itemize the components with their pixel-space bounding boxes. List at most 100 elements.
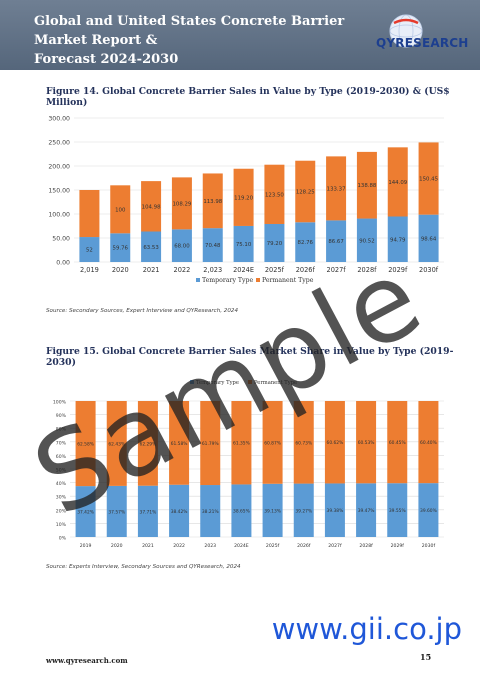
y-tick-label: 0.00 — [56, 260, 70, 267]
y-tick-label: 60% — [56, 454, 67, 460]
data-label: 61.79% — [202, 441, 219, 447]
bar-temporary — [326, 220, 347, 262]
bar-temporary — [79, 237, 100, 262]
x-tick-label: 2027f — [327, 266, 347, 274]
x-tick-label: 2020 — [112, 266, 129, 274]
data-label: 59.76 — [113, 246, 129, 252]
x-tick-label: 2022 — [173, 543, 185, 549]
y-tick-label: 80% — [56, 427, 67, 433]
x-tick-label: 2028f — [359, 543, 373, 549]
y-tick-label: 10% — [56, 522, 67, 528]
legend-label: Temporary Type — [202, 277, 254, 284]
x-tick-label: 2029f — [388, 266, 408, 274]
page-number: 15 — [420, 652, 432, 662]
x-tick-label: 2020 — [111, 543, 123, 549]
data-label: 60.62% — [327, 440, 344, 446]
y-tick-label: 70% — [56, 440, 67, 446]
bar-temporary — [110, 233, 131, 262]
bar-permanent — [141, 181, 162, 232]
x-tick-label: 2019 — [80, 543, 92, 549]
data-label: 60.87% — [264, 440, 281, 446]
bar-temporary — [233, 225, 254, 262]
data-label: 61.58% — [171, 441, 188, 447]
data-label: 39.27% — [295, 508, 312, 514]
data-label: 108.29 — [172, 201, 191, 207]
data-label: 113.98 — [203, 199, 222, 205]
figure-14-source: Source: Secondary Sources, Expert Interv… — [46, 308, 239, 314]
bar-temporary — [418, 214, 439, 262]
legend-label: Temporary Type — [196, 380, 239, 386]
bar-temporary — [387, 216, 408, 262]
data-label: 100 — [115, 207, 126, 213]
legend-swatch — [196, 278, 200, 282]
y-tick-label: 20% — [56, 508, 67, 514]
bar-temporary — [137, 485, 158, 537]
y-tick-label: 30% — [56, 495, 67, 501]
data-label: 38.21% — [202, 509, 219, 515]
bar-temporary — [262, 483, 283, 537]
figure-15-chart: 0% 10% 20% 30% 40% 50% 60% 70% 80% 90% 100% 37.42% 6… — [53, 380, 444, 549]
data-label: 144.09 — [388, 180, 407, 186]
data-label: 39.13% — [264, 508, 281, 514]
y-tick-label: 300.00 — [48, 116, 70, 123]
bar-temporary — [231, 484, 252, 537]
figure-14-chart: 0.00 50.00 100.00 150.00 200.00 250.00 300.00 5… — [48, 116, 444, 284]
bar-permanent — [79, 190, 100, 238]
legend-swatch — [248, 380, 252, 384]
x-tick-label: 2025f — [265, 266, 285, 274]
y-tick-label: 100.00 — [48, 212, 70, 219]
bar-temporary — [387, 483, 408, 537]
data-label: 39.55% — [389, 508, 406, 514]
bar-permanent — [418, 401, 439, 484]
y-tick-label: 50.00 — [52, 236, 70, 243]
y-tick-label: 50% — [56, 468, 67, 474]
data-label: 119.20 — [234, 195, 253, 201]
x-tick-label: 2022 — [174, 266, 191, 274]
data-label: 75.10 — [236, 242, 252, 248]
bar-permanent — [324, 401, 345, 484]
bar-temporary — [356, 218, 377, 262]
bar-permanent — [110, 185, 131, 234]
bar-temporary — [264, 223, 285, 262]
data-label: 39.47% — [358, 508, 375, 514]
data-label: 62.29% — [140, 441, 157, 447]
data-label: 82.76 — [298, 240, 314, 246]
bar-temporary — [106, 485, 127, 537]
report-title-line2: Forecast 2024-2030 — [34, 52, 179, 67]
data-label: 52 — [86, 248, 93, 254]
x-tick-label: 2030f — [422, 543, 436, 549]
data-label: 104.98 — [142, 204, 161, 210]
bar-permanent — [295, 160, 316, 223]
data-label: 63.53 — [143, 245, 158, 251]
qyresearch-logo: QYRESEARCH — [366, 14, 468, 56]
bar-temporary — [169, 484, 190, 537]
data-label: 38.65% — [233, 509, 250, 515]
y-tick-label: 150.00 — [48, 188, 70, 195]
x-tick-label: 2021 — [142, 543, 154, 549]
data-label: 60.40% — [420, 440, 437, 446]
x-tick-label: 2,023 — [203, 266, 222, 274]
x-tick-label: 2024E — [233, 266, 254, 274]
data-label: 68.00 — [174, 244, 190, 250]
bar-permanent — [356, 151, 377, 219]
x-tick-label: 2028f — [357, 266, 377, 274]
data-label: 62.43% — [108, 441, 125, 447]
bar-permanent — [200, 401, 221, 486]
bar-permanent — [387, 401, 408, 484]
x-tick-label: 2024E — [234, 543, 249, 549]
bar-permanent — [418, 142, 439, 215]
bar-temporary — [200, 485, 221, 537]
figure-14-title: Figure 14. Global Concrete Barrier Sales… — [46, 86, 450, 108]
data-label: 37.57% — [108, 509, 125, 515]
bar-temporary — [356, 483, 377, 537]
x-tick-label: 2029f — [391, 543, 405, 549]
data-label: 90.52 — [359, 238, 374, 244]
bar-permanent — [202, 173, 223, 229]
gii-url: www.gii.co.jp — [271, 612, 462, 646]
bar-permanent — [233, 168, 254, 226]
bar-permanent — [264, 164, 285, 224]
bar-temporary — [293, 483, 314, 537]
bar-permanent — [262, 401, 283, 484]
bar-permanent — [169, 401, 190, 485]
y-tick-label: 90% — [56, 413, 67, 419]
